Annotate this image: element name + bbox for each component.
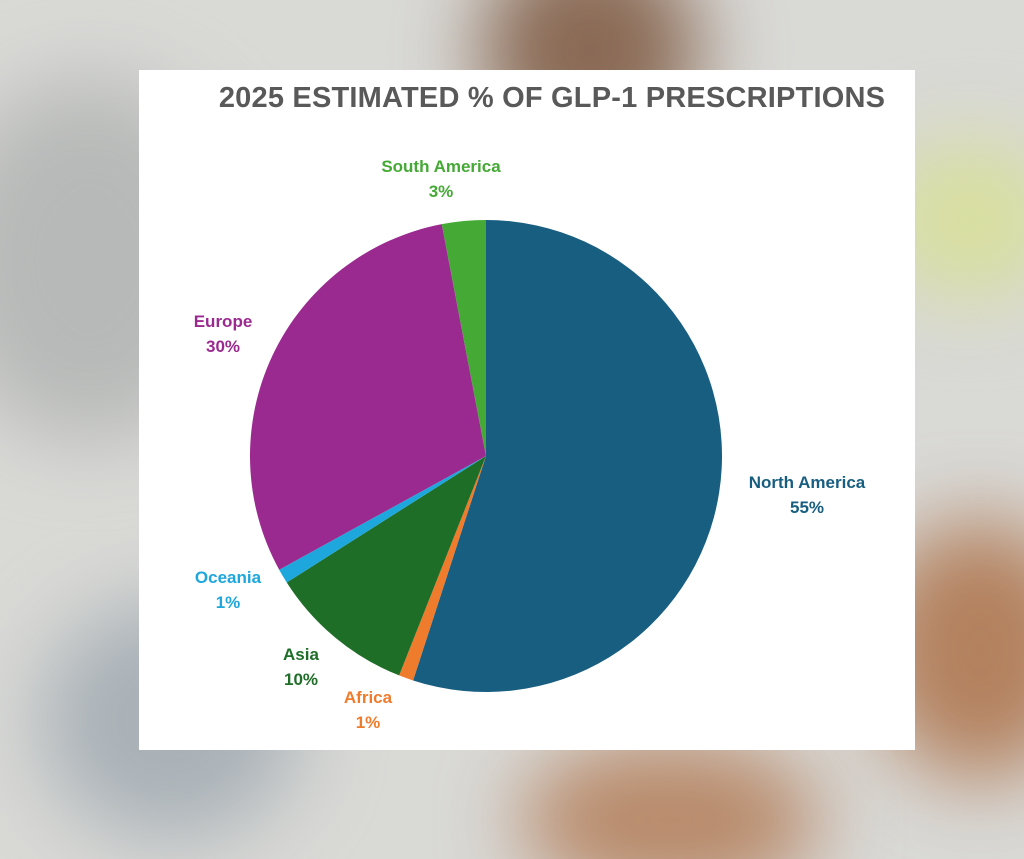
slice-value-europe: 30%	[206, 337, 240, 356]
pie-slice-south-america	[441, 220, 486, 456]
slice-value-africa: 1%	[356, 713, 381, 732]
pie-slice-north-america	[413, 220, 722, 692]
slice-value-oceania: 1%	[216, 593, 241, 612]
slice-label-asia: Asia	[283, 645, 319, 664]
pie-chart: North America 55% Africa 1% Asia 10% Oceania 1%…	[194, 157, 866, 732]
chart-card: 2025 ESTIMATED % OF GLP-1 PRESCRIPTIONS …	[139, 70, 915, 750]
slice-label-oceania: Oceania	[195, 568, 262, 587]
slice-value-asia: 10%	[284, 670, 318, 689]
pie-slice-africa	[399, 456, 486, 681]
pie-slice-asia	[286, 456, 486, 676]
slice-label-europe: Europe	[194, 312, 253, 331]
slice-label-south-america: South America	[381, 157, 501, 176]
slice-value-north-america: 55%	[790, 498, 824, 517]
pie-slice-oceania	[279, 456, 486, 583]
chart-title: 2025 ESTIMATED % OF GLP-1 PRESCRIPTIONS	[218, 82, 886, 114]
slice-label-north-america: North America	[749, 473, 866, 492]
slice-label-africa: Africa	[344, 688, 393, 707]
pie-slice-europe	[250, 224, 486, 570]
slice-value-south-america: 3%	[429, 182, 454, 201]
